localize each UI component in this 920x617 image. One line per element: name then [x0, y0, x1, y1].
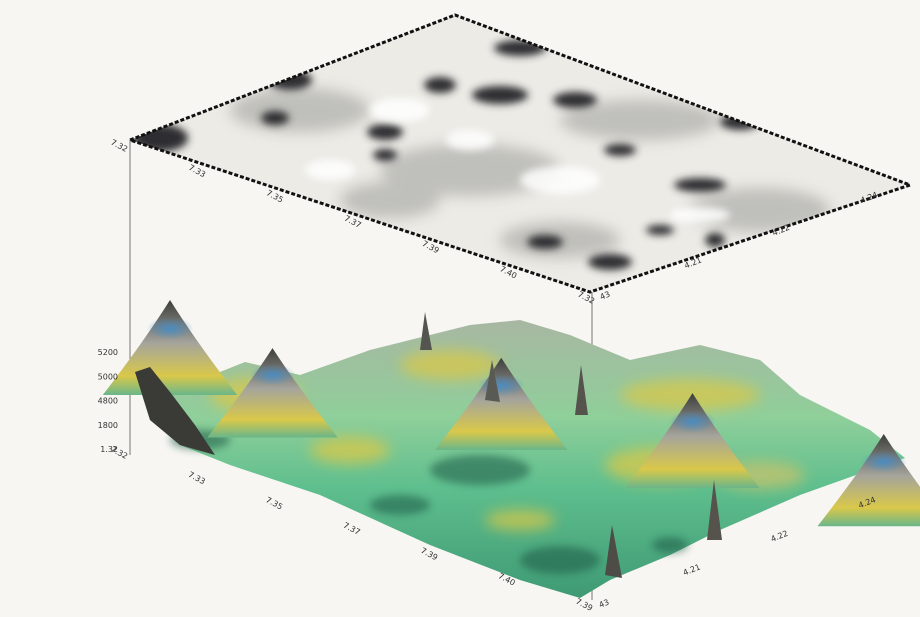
bottom-right-tick-1: 43: [598, 598, 611, 610]
spike-2: [707, 480, 722, 540]
spike-3: [485, 360, 500, 402]
surface-base: [135, 320, 905, 598]
top-left-tick-1: 7.32: [109, 138, 129, 154]
peak-3-cap: [478, 374, 525, 397]
z-tick-2: 5000: [98, 372, 118, 381]
peak-1: [102, 300, 238, 395]
peak-4-cap: [668, 410, 717, 434]
peak-5-cap: [860, 450, 907, 473]
peak-4: [625, 393, 760, 489]
z-tick-3: 4800: [98, 397, 118, 406]
top-left-tick-2: 7.33: [187, 163, 207, 179]
peak-2: [207, 348, 338, 438]
surface-plot: [102, 300, 920, 598]
top-plan-panel: [125, 13, 915, 294]
bottom-left-tick-4: 7.37: [342, 521, 362, 537]
top-panel-frame: [125, 13, 915, 294]
top-left-tick-7: 7.32: [576, 290, 596, 306]
peak-3: [434, 357, 568, 450]
surface-peaks: [102, 300, 920, 527]
peak-2-cap: [249, 364, 296, 386]
bottom-left-tick-5: 7.39: [419, 546, 439, 562]
bottom-left-tick-2: 7.33: [187, 470, 207, 486]
spike-5: [605, 525, 622, 578]
bottom-right-tick-3: 4.22: [769, 529, 789, 544]
z-tick-5: 1.32: [100, 445, 118, 454]
z-tick-4: 1800: [98, 421, 118, 430]
top-panel-texture: [132, 40, 830, 270]
bottom-right-tick-2: 4.21: [682, 563, 702, 578]
top-right-tick-1: 43: [599, 290, 612, 302]
spike-4: [575, 365, 588, 415]
left-ridge: [135, 367, 215, 455]
bottom-left-tick-7: 7.39: [574, 597, 594, 613]
z-tick-1: 5200: [98, 348, 118, 357]
spike-1: [420, 312, 432, 350]
bottom-left-tick-3: 7.35: [264, 495, 284, 511]
peak-1-cap: [146, 317, 194, 340]
